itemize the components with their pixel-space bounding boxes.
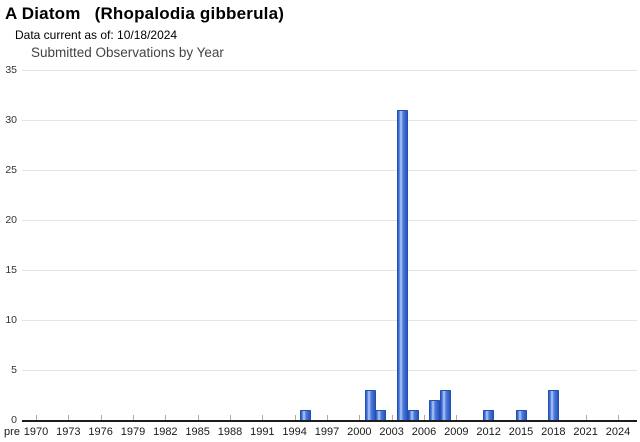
x-tick-mark-1979 [133,415,134,420]
bar-2015[interactable] [515,410,527,420]
gridline-15 [22,270,637,271]
gridline-10 [22,320,637,321]
species-common-name: A Diatom [5,4,81,23]
bar-2001[interactable] [364,390,376,420]
bar-2002[interactable] [375,410,387,420]
x-axis-label-1985: 1985 [185,426,210,438]
x-tick-mark-1997 [327,415,328,420]
gridline-35 [22,70,637,71]
gridline-5 [22,370,637,371]
x-tick-mark-1991 [262,415,264,420]
gridline-25 [22,170,637,171]
x-axis-label-1982: 1982 [153,426,178,438]
x-tick-mark-1970 [36,415,37,420]
x-tick-mark-1994 [294,415,296,420]
x-axis-label-1988: 1988 [217,426,243,438]
x-tick-mark-2024 [618,415,619,420]
x-tick-mark-1985 [197,415,199,420]
x-axis-label-2003: 2003 [379,426,404,438]
y-axis-label-10: 10 [5,314,17,326]
x-axis-label-2009: 2009 [444,426,469,438]
y-axis-label-25: 25 [5,164,17,176]
x-axis-label-pre: pre [4,426,20,438]
species-title: A Diatom (Rhopalodia gibberula) [5,4,284,24]
x-tick-mark-1976 [100,415,102,420]
x-axis-label-2021: 2021 [573,426,598,438]
bar-2007[interactable] [429,400,441,420]
bar-2012[interactable] [483,410,495,420]
y-axis-label-15: 15 [5,264,17,276]
x-axis-line [22,420,637,422]
bar-2004[interactable] [396,110,408,420]
x-tick-mark-1988 [230,415,231,420]
y-axis-label-5: 5 [11,364,17,376]
x-tick-mark-1973 [68,415,70,420]
y-axis-label-30: 30 [5,114,17,126]
gridline-30 [22,120,637,121]
x-tick-mark-2009 [456,415,458,420]
x-axis-label-1994: 1994 [282,426,307,438]
chart-title: Submitted Observations by Year [31,45,224,60]
x-axis-label-2018: 2018 [541,426,566,438]
y-axis-label-0: 0 [11,414,17,426]
x-axis-label-2024: 2024 [605,426,631,438]
x-axis-label-2000: 2000 [347,426,372,438]
x-axis-label-1970: 1970 [23,426,49,438]
x-axis-label-1991: 1991 [250,426,275,438]
x-axis-label-1976: 1976 [88,426,113,438]
y-axis-label-20: 20 [5,214,17,226]
x-axis-label-2012: 2012 [476,426,501,438]
bar-1995[interactable] [299,410,311,420]
x-tick-mark-2006 [424,415,425,420]
x-tick-mark-2000 [359,415,361,420]
bar-2005[interactable] [407,410,419,420]
data-current-label: Data current as of: 10/18/2024 [15,28,178,42]
x-tick-mark-2021 [585,415,587,420]
x-tick-mark-1982 [165,415,167,420]
x-axis-label-2015: 2015 [508,426,534,438]
gridline-20 [22,220,637,221]
x-axis-label-2006: 2006 [411,426,437,438]
y-axis-label-35: 35 [5,64,17,76]
bar-2008[interactable] [440,390,452,420]
x-tick-mark-2003 [391,415,393,420]
x-axis-label-1973: 1973 [56,426,81,438]
species-scientific-name: (Rhopalodia gibberula) [94,4,285,23]
x-axis-label-1979: 1979 [120,426,146,438]
x-axis-label-1997: 1997 [314,426,340,438]
bar-2018[interactable] [547,390,559,420]
